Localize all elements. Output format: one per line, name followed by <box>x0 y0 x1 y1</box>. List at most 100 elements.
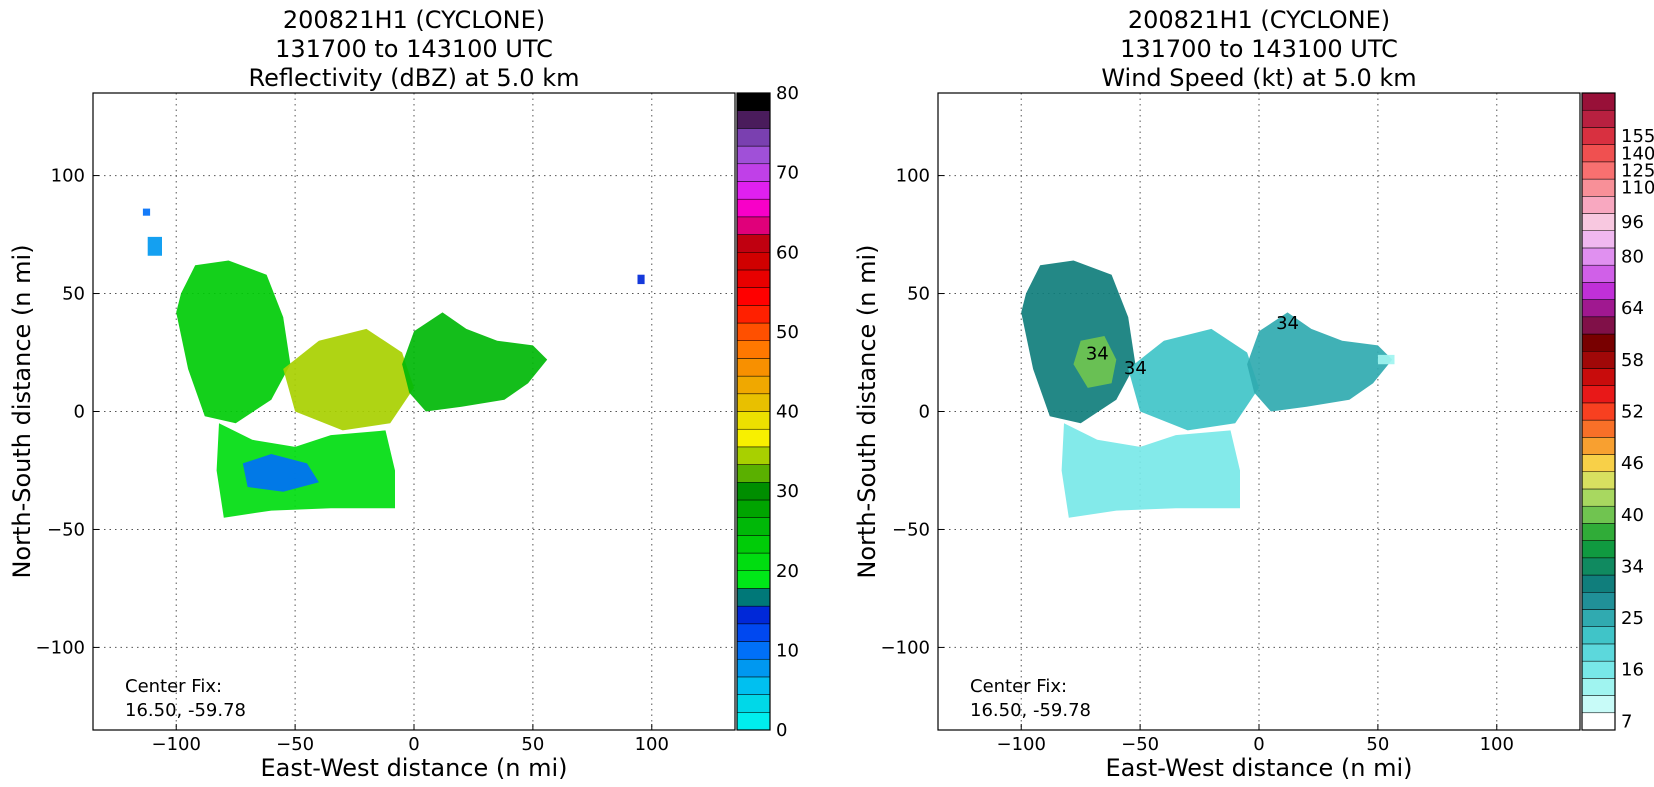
colorbar-swatch-28 <box>1581 230 1616 249</box>
x-tick-label-4: 100 <box>635 734 669 755</box>
colorbar-swatch-18 <box>736 393 771 412</box>
colorbar-swatch-20 <box>1581 368 1616 386</box>
colorbar-swatch-25 <box>736 269 771 288</box>
colorbar-tick-label-2: 25 <box>1621 608 1644 629</box>
colorbar-swatch-8 <box>1581 574 1616 593</box>
data-region-inner-hole <box>242 454 319 492</box>
y-tick-label-3: −50 <box>47 519 85 540</box>
colorbar-swatch-22 <box>1581 333 1616 352</box>
colorbar-swatch-33 <box>1581 144 1616 163</box>
colorbar-swatch-15 <box>736 446 771 465</box>
colorbar-swatch-4 <box>1581 643 1616 662</box>
x-tick-label-0: −100 <box>151 734 200 755</box>
colorbar-swatch-21 <box>1581 350 1616 369</box>
chart-title-line-1: 200821H1 (CYCLONE) <box>283 6 545 34</box>
colorbar-swatch-12 <box>1581 505 1616 524</box>
center-fix-value: 16.50, -59.78 <box>125 700 246 721</box>
colorbar-swatch-31 <box>1581 178 1616 197</box>
colorbar-tick-label-9: 80 <box>1621 247 1644 268</box>
colorbar-swatch-15 <box>1581 454 1616 473</box>
y-tick-label-2: 0 <box>74 402 85 423</box>
x-tick-label-4: 100 <box>1480 734 1514 755</box>
data-region-south-arc <box>1061 423 1240 518</box>
colorbar-tick-label-10: 96 <box>1621 212 1644 233</box>
center-fix-value: 16.50, -59.78 <box>970 700 1091 721</box>
x-tick-label-1: −50 <box>1121 734 1159 755</box>
colorbar-swatch-35 <box>736 92 771 111</box>
colorbar-tick-label-2: 20 <box>776 561 799 582</box>
data-region-central-core <box>1128 328 1259 431</box>
colorbar-swatch-12 <box>736 499 771 518</box>
x-axis-label: East-West distance (n mi) <box>260 754 567 782</box>
x-tick-label-0: −100 <box>996 734 1045 755</box>
colorbar-swatch-17 <box>1581 419 1616 438</box>
colorbar-tick-label-7: 70 <box>776 163 799 184</box>
chart-title-line-2: 131700 to 143100 UTC <box>275 35 553 63</box>
contour-label-2: 34 <box>1276 313 1299 334</box>
colorbar-swatch-6 <box>1581 609 1616 627</box>
colorbar-swatch-10 <box>736 535 771 554</box>
colorbar-swatch-24 <box>736 287 771 306</box>
y-tick-label-1: 50 <box>62 284 85 305</box>
colorbar-swatch-30 <box>1581 196 1616 214</box>
colorbar-swatch-5 <box>736 623 771 642</box>
y-tick-label-4: −100 <box>36 637 85 658</box>
colorbar-tick-label-6: 60 <box>776 242 799 263</box>
colorbar-tick-label-1: 10 <box>776 640 799 661</box>
data-region-ne-fragment <box>637 274 645 285</box>
colorbar-swatch-1 <box>736 694 771 713</box>
x-tick-label-3: 50 <box>1366 734 1389 755</box>
chart-title-line-3: Reflectivity (dBZ) at 5.0 km <box>249 64 580 92</box>
y-tick-label-0: 100 <box>51 166 85 187</box>
y-tick-label-0: 100 <box>896 166 930 187</box>
contour-label-1: 34 <box>1124 358 1147 379</box>
chart-title-line-3: Wind Speed (kt) at 5.0 km <box>1101 64 1416 92</box>
colorbar-swatch-23 <box>1581 316 1616 335</box>
colorbar-swatch-19 <box>736 375 771 395</box>
x-axis-label: East-West distance (n mi) <box>1105 754 1412 782</box>
colorbar-swatch-16 <box>1581 437 1616 455</box>
data-region-central-core <box>283 328 414 431</box>
colorbar-swatch-16 <box>736 428 771 448</box>
colorbar-swatch-11 <box>736 517 771 536</box>
colorbar-swatch-14 <box>736 464 771 483</box>
colorbar-frame <box>1581 92 1616 731</box>
x-tick-label-2: 0 <box>1253 734 1264 755</box>
data-region-nw-fragment <box>147 236 162 256</box>
colorbar-swatch-27 <box>1581 247 1616 266</box>
colorbar-swatch-7 <box>736 588 771 607</box>
colorbar-swatch-36 <box>1581 92 1616 111</box>
x-tick-label-2: 0 <box>408 734 419 755</box>
data-region-northeast-arm <box>1247 312 1393 412</box>
colorbar-swatch-22 <box>736 322 771 341</box>
colorbar-tick-label-7: 58 <box>1621 350 1644 371</box>
chart-title-line-2: 131700 to 143100 UTC <box>1120 35 1398 63</box>
colorbar-tick-label-0: 7 <box>1621 711 1632 732</box>
colorbar-swatch-8 <box>736 570 771 589</box>
colorbar-swatch-5 <box>1581 626 1616 645</box>
colorbar-tick-label-8: 64 <box>1621 298 1644 319</box>
colorbar-swatch-13 <box>736 482 771 501</box>
colorbar-tick-label-14: 155 <box>1621 126 1654 147</box>
data-region-northeast-arm <box>402 312 548 412</box>
colorbar-swatch-17 <box>736 411 771 430</box>
data-region-ne-tip <box>1377 354 1395 365</box>
colorbar-swatch-27 <box>736 234 771 253</box>
colorbar-tick-label-1: 16 <box>1621 660 1644 681</box>
colorbar-swatch-2 <box>736 676 771 695</box>
colorbar-tick-label-5: 46 <box>1621 453 1644 474</box>
colorbar-tick-label-11: 110 <box>1621 178 1654 199</box>
colorbar-swatch-13 <box>1581 488 1616 507</box>
colorbar-swatch-20 <box>736 358 771 377</box>
x-tick-label-1: −50 <box>276 734 314 755</box>
colorbar-tick-label-5: 50 <box>776 322 799 343</box>
y-tick-label-2: 0 <box>919 402 930 423</box>
colorbar-swatch-29 <box>736 198 771 218</box>
colorbar-swatch-2 <box>1581 678 1616 696</box>
colorbar-tick-label-4: 40 <box>1621 505 1644 526</box>
colorbar-tick-label-8: 80 <box>776 83 799 104</box>
colorbar-swatch-14 <box>1581 471 1616 490</box>
colorbar-swatch-26 <box>736 252 771 271</box>
colorbar-swatch-10 <box>1581 540 1616 559</box>
